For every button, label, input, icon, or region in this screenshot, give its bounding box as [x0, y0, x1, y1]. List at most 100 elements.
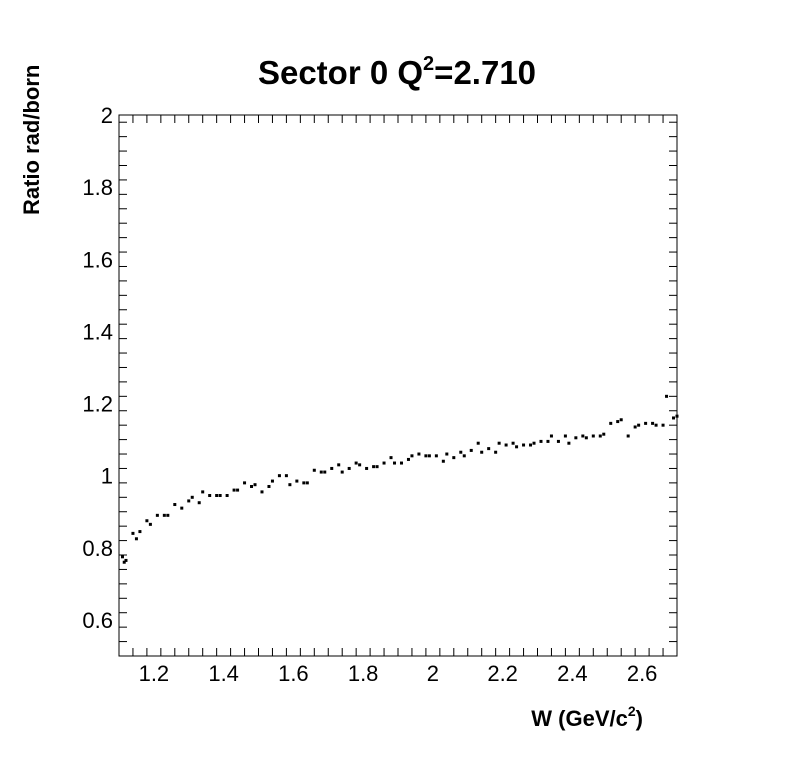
- data-point: [399, 461, 403, 465]
- data-point: [567, 441, 571, 445]
- data-point: [288, 483, 292, 487]
- data-point: [480, 450, 484, 454]
- data-point: [358, 463, 362, 467]
- data-point: [459, 450, 463, 454]
- data-point: [277, 474, 281, 478]
- data-point: [201, 490, 205, 494]
- data-point: [539, 439, 543, 443]
- data-point: [260, 490, 264, 494]
- y-tick-label: 1.6: [82, 247, 113, 272]
- data-point: [215, 494, 219, 498]
- data-point: [476, 441, 480, 445]
- data-point: [302, 481, 306, 485]
- data-point: [462, 454, 466, 458]
- data-point: [591, 434, 595, 438]
- data-point: [619, 418, 623, 422]
- data-point: [497, 441, 501, 445]
- x-axis-title-close: ): [636, 706, 643, 731]
- data-point: [581, 434, 585, 438]
- data-point: [452, 456, 456, 460]
- data-point: [445, 452, 449, 456]
- data-point: [330, 466, 334, 470]
- data-point: [337, 463, 341, 467]
- data-point: [417, 452, 421, 456]
- data-point: [180, 506, 184, 510]
- x-tick-label: 2.2: [487, 661, 518, 686]
- y-tick-label: 0.6: [82, 608, 113, 633]
- plot-frame: [118, 114, 678, 657]
- x-tick-label: 1.4: [208, 661, 239, 686]
- x-tick-label: 1.8: [348, 661, 379, 686]
- y-tick-label: 1.2: [82, 392, 113, 417]
- data-point: [218, 494, 222, 498]
- data-point: [434, 454, 438, 458]
- data-point: [549, 434, 553, 438]
- x-tick-label: 2.4: [557, 661, 588, 686]
- data-point: [675, 414, 679, 418]
- data-point: [323, 470, 327, 474]
- axis-ticks: [118, 115, 678, 657]
- data-point: [166, 513, 170, 517]
- data-point: [295, 479, 299, 483]
- chart-title-rest: =2.710: [434, 54, 536, 91]
- x-tick-label: 2: [427, 661, 439, 686]
- data-point: [563, 434, 567, 438]
- data-point: [406, 457, 410, 461]
- data-point: [504, 443, 508, 447]
- data-point: [225, 494, 229, 498]
- data-point: [131, 531, 135, 535]
- data-point: [598, 434, 602, 438]
- data-point: [232, 488, 236, 492]
- y-tick-label: 2: [101, 103, 113, 128]
- data-point: [134, 537, 138, 541]
- data-point: [393, 461, 397, 465]
- data-point: [609, 421, 613, 425]
- axis-tick-labels: 1.2 1.4 1.6 1.8 2 2.2 2.4 2.6 0.6 0.8 1 1.2 1.4 1.6 1.…: [82, 103, 657, 686]
- data-point: [529, 443, 533, 447]
- data-point: [148, 522, 152, 526]
- data-point: [270, 479, 274, 483]
- data-point: [284, 474, 288, 478]
- y-tick-label: 0.8: [82, 536, 113, 561]
- data-point: [365, 466, 369, 470]
- data-point: [522, 443, 526, 447]
- data-point: [424, 454, 428, 458]
- data-point: [389, 456, 393, 460]
- chart-title-sup: 2: [423, 53, 434, 75]
- x-axis-title-sup: 2: [628, 703, 636, 719]
- y-tick-label: 1.4: [82, 319, 113, 344]
- data-point: [375, 465, 379, 469]
- data-point: [305, 481, 309, 485]
- data-point: [637, 423, 641, 427]
- data-point: [340, 470, 344, 474]
- data-point: [354, 461, 358, 465]
- data-point: [511, 441, 515, 445]
- data-point: [487, 447, 491, 451]
- data-point: [626, 434, 630, 438]
- data-point: [122, 560, 126, 564]
- data-point: [162, 513, 166, 517]
- data-point: [644, 421, 648, 425]
- data-point: [469, 448, 473, 452]
- data-point: [672, 416, 676, 420]
- data-point: [410, 454, 414, 458]
- x-tick-label: 2.6: [627, 661, 658, 686]
- data-point: [138, 530, 142, 534]
- data-point: [187, 499, 191, 503]
- chart-title: Sector 0 Q2=2.710: [258, 53, 536, 91]
- chart-title-main: Sector 0 Q: [258, 54, 423, 91]
- data-point: [574, 436, 578, 440]
- data-point: [515, 445, 519, 449]
- data-point: [208, 494, 212, 498]
- data-point: [546, 439, 550, 443]
- data-point: [616, 420, 620, 424]
- x-axis-title: W (GeV/c2): [531, 703, 643, 731]
- data-point: [665, 394, 669, 398]
- y-tick-label: 1.8: [82, 175, 113, 200]
- data-point: [319, 470, 323, 474]
- data-point: [372, 465, 376, 469]
- data-point: [312, 468, 316, 472]
- data-point: [267, 484, 271, 488]
- data-point: [532, 441, 536, 445]
- data-point: [124, 558, 128, 562]
